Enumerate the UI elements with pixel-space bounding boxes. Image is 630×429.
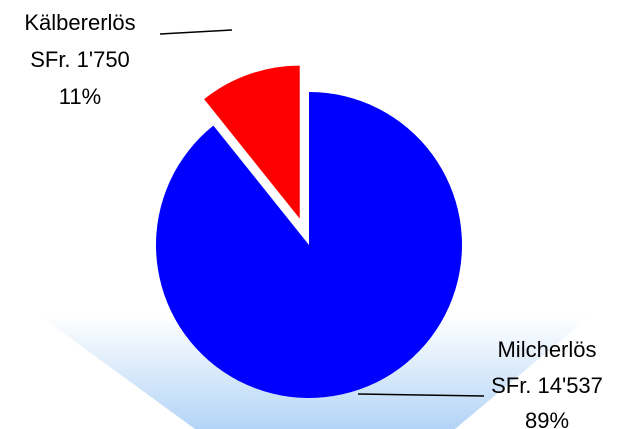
label-kalbererlos-name: Kälbererlös [24,10,135,35]
label-milcherlos: Milcherlös SFr. 14'537 89% [491,337,603,429]
leader-line-kalbererlos [159,29,233,35]
leader-line-milcherlos [357,393,485,397]
pie-slices [156,65,462,398]
pie-slice-0 [156,91,462,398]
pie-slice-1 [204,65,300,219]
label-milcherlos-percent: 89% [525,408,569,429]
label-milcherlos-amount: SFr. 14'537 [491,373,603,398]
label-kalbererlos-amount: SFr. 1'750 [30,47,130,72]
label-milcherlos-name: Milcherlös [497,337,596,362]
label-kalbererlos: Kälbererlös SFr. 1'750 11% [24,10,135,109]
label-kalbererlos-percent: 11% [59,84,101,109]
